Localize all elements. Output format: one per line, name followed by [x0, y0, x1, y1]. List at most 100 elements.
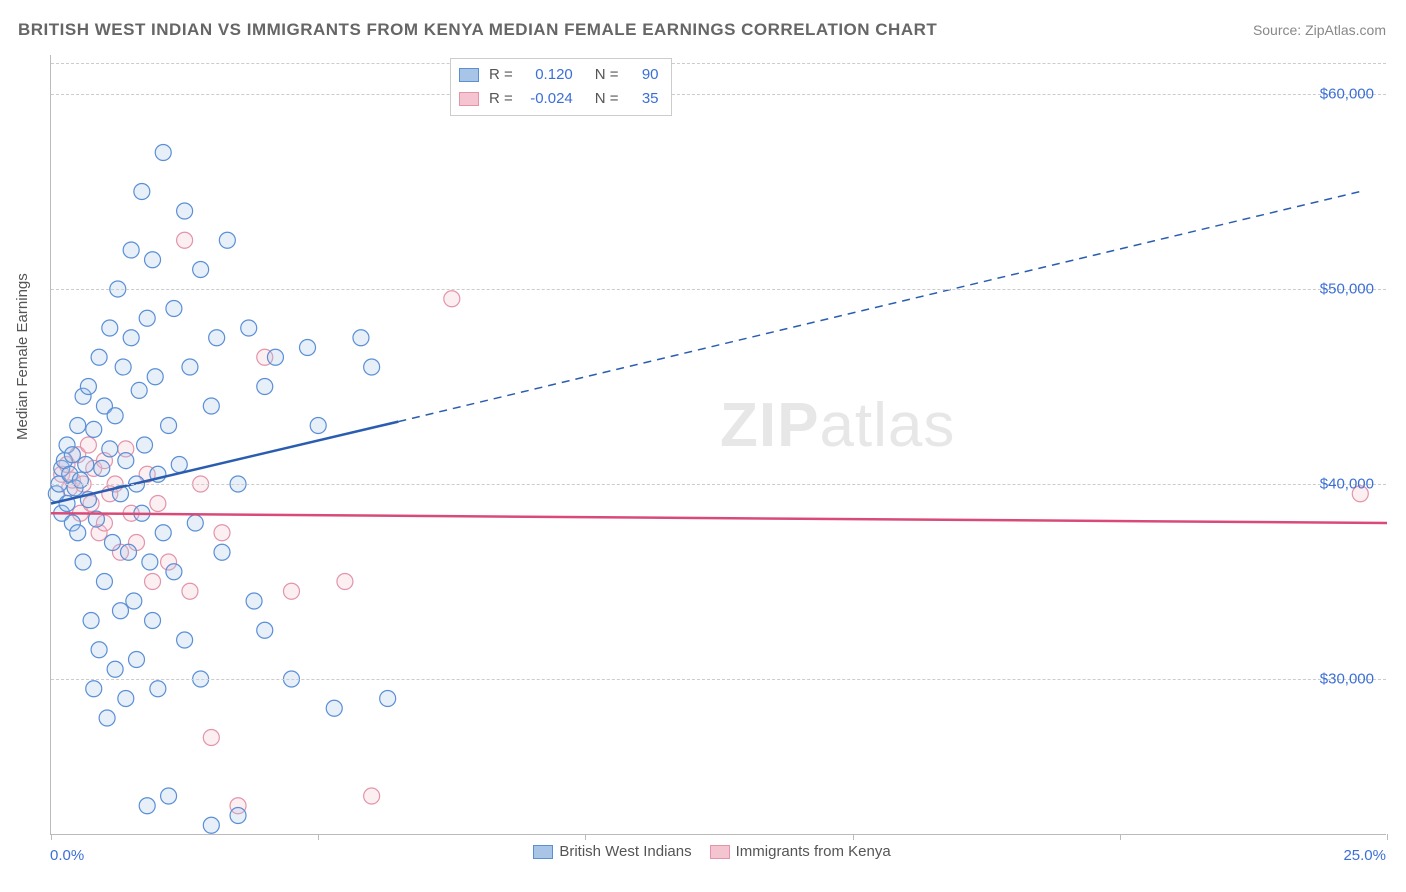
data-point [142, 554, 158, 570]
y-tick-label: $50,000 [1320, 281, 1374, 298]
data-point [353, 330, 369, 346]
data-point [380, 691, 396, 707]
data-point [123, 330, 139, 346]
chart-svg [51, 55, 1386, 834]
data-point [337, 574, 353, 590]
legend-swatch [533, 845, 553, 859]
gridline [51, 94, 1386, 95]
data-point [364, 359, 380, 375]
data-point [166, 564, 182, 580]
stats-r-label: R = [489, 87, 513, 111]
data-point [145, 574, 161, 590]
x-tick [51, 834, 52, 840]
x-tick [853, 834, 854, 840]
data-point [193, 262, 209, 278]
data-point [70, 418, 86, 434]
data-point [283, 583, 299, 599]
data-point [209, 330, 225, 346]
data-point [78, 457, 94, 473]
stats-r-value: -0.024 [523, 87, 573, 111]
legend-label: British West Indians [559, 843, 691, 860]
data-point [94, 460, 110, 476]
data-point [120, 544, 136, 560]
source-label: Source: [1253, 22, 1301, 38]
data-point [86, 421, 102, 437]
data-point [91, 349, 107, 365]
legend-label: Immigrants from Kenya [736, 843, 891, 860]
data-point [257, 622, 273, 638]
data-point [444, 291, 460, 307]
legend-swatch [710, 845, 730, 859]
data-point [150, 681, 166, 697]
stats-r-label: R = [489, 63, 513, 87]
legend-swatch [459, 68, 479, 82]
data-point [145, 252, 161, 268]
data-point [104, 535, 120, 551]
data-point [99, 710, 115, 726]
data-point [166, 301, 182, 317]
data-point [123, 242, 139, 258]
source-attribution: Source: ZipAtlas.com [1253, 22, 1386, 38]
data-point [96, 574, 112, 590]
data-point [214, 544, 230, 560]
stats-r-value: 0.120 [523, 63, 573, 87]
data-point [64, 447, 80, 463]
stats-row: R = -0.024 N = 35 [459, 87, 659, 111]
stats-row: R =0.120N =90 [459, 63, 659, 87]
x-tick [318, 834, 319, 840]
data-point [214, 525, 230, 541]
data-point [70, 525, 86, 541]
stats-n-label: N = [595, 87, 619, 111]
legend-swatch [459, 92, 479, 106]
data-point [203, 398, 219, 414]
data-point [118, 691, 134, 707]
data-point [230, 808, 246, 824]
stats-n-value: 35 [629, 87, 659, 111]
y-tick-label: $60,000 [1320, 86, 1374, 103]
trend-line-dashed [398, 192, 1360, 422]
data-point [241, 320, 257, 336]
data-point [86, 681, 102, 697]
data-point [75, 554, 91, 570]
data-point [182, 583, 198, 599]
data-point [107, 661, 123, 677]
data-point [300, 340, 316, 356]
data-point [102, 441, 118, 457]
data-point [131, 382, 147, 398]
gridline [51, 679, 1386, 680]
data-point [129, 652, 145, 668]
data-point [161, 788, 177, 804]
data-point [257, 379, 273, 395]
data-point [134, 184, 150, 200]
data-point [182, 359, 198, 375]
data-point [107, 408, 123, 424]
chart-title: BRITISH WEST INDIAN VS IMMIGRANTS FROM K… [18, 20, 937, 40]
data-point [126, 593, 142, 609]
gridline [51, 484, 1386, 485]
stats-legend-box: R =0.120N =90R =-0.024N =35 [450, 58, 672, 116]
data-point [246, 593, 262, 609]
data-point [310, 418, 326, 434]
data-point [139, 310, 155, 326]
data-point [155, 525, 171, 541]
data-point [219, 232, 235, 248]
data-point [80, 379, 96, 395]
y-tick-label: $30,000 [1320, 671, 1374, 688]
data-point [177, 203, 193, 219]
data-point [137, 437, 153, 453]
data-point [91, 642, 107, 658]
y-tick-label: $40,000 [1320, 476, 1374, 493]
x-tick [585, 834, 586, 840]
y-axis-label: Median Female Earnings [14, 273, 31, 440]
stats-n-label: N = [595, 63, 619, 87]
gridline [51, 289, 1386, 290]
data-point [147, 369, 163, 385]
legend-bottom: British West Indians Immigrants from Keny… [0, 843, 1406, 860]
x-tick [1120, 834, 1121, 840]
trend-line [51, 513, 1387, 523]
data-point [364, 788, 380, 804]
source-link[interactable]: ZipAtlas.com [1305, 22, 1386, 38]
data-point [72, 472, 88, 488]
data-point [80, 437, 96, 453]
data-point [171, 457, 187, 473]
